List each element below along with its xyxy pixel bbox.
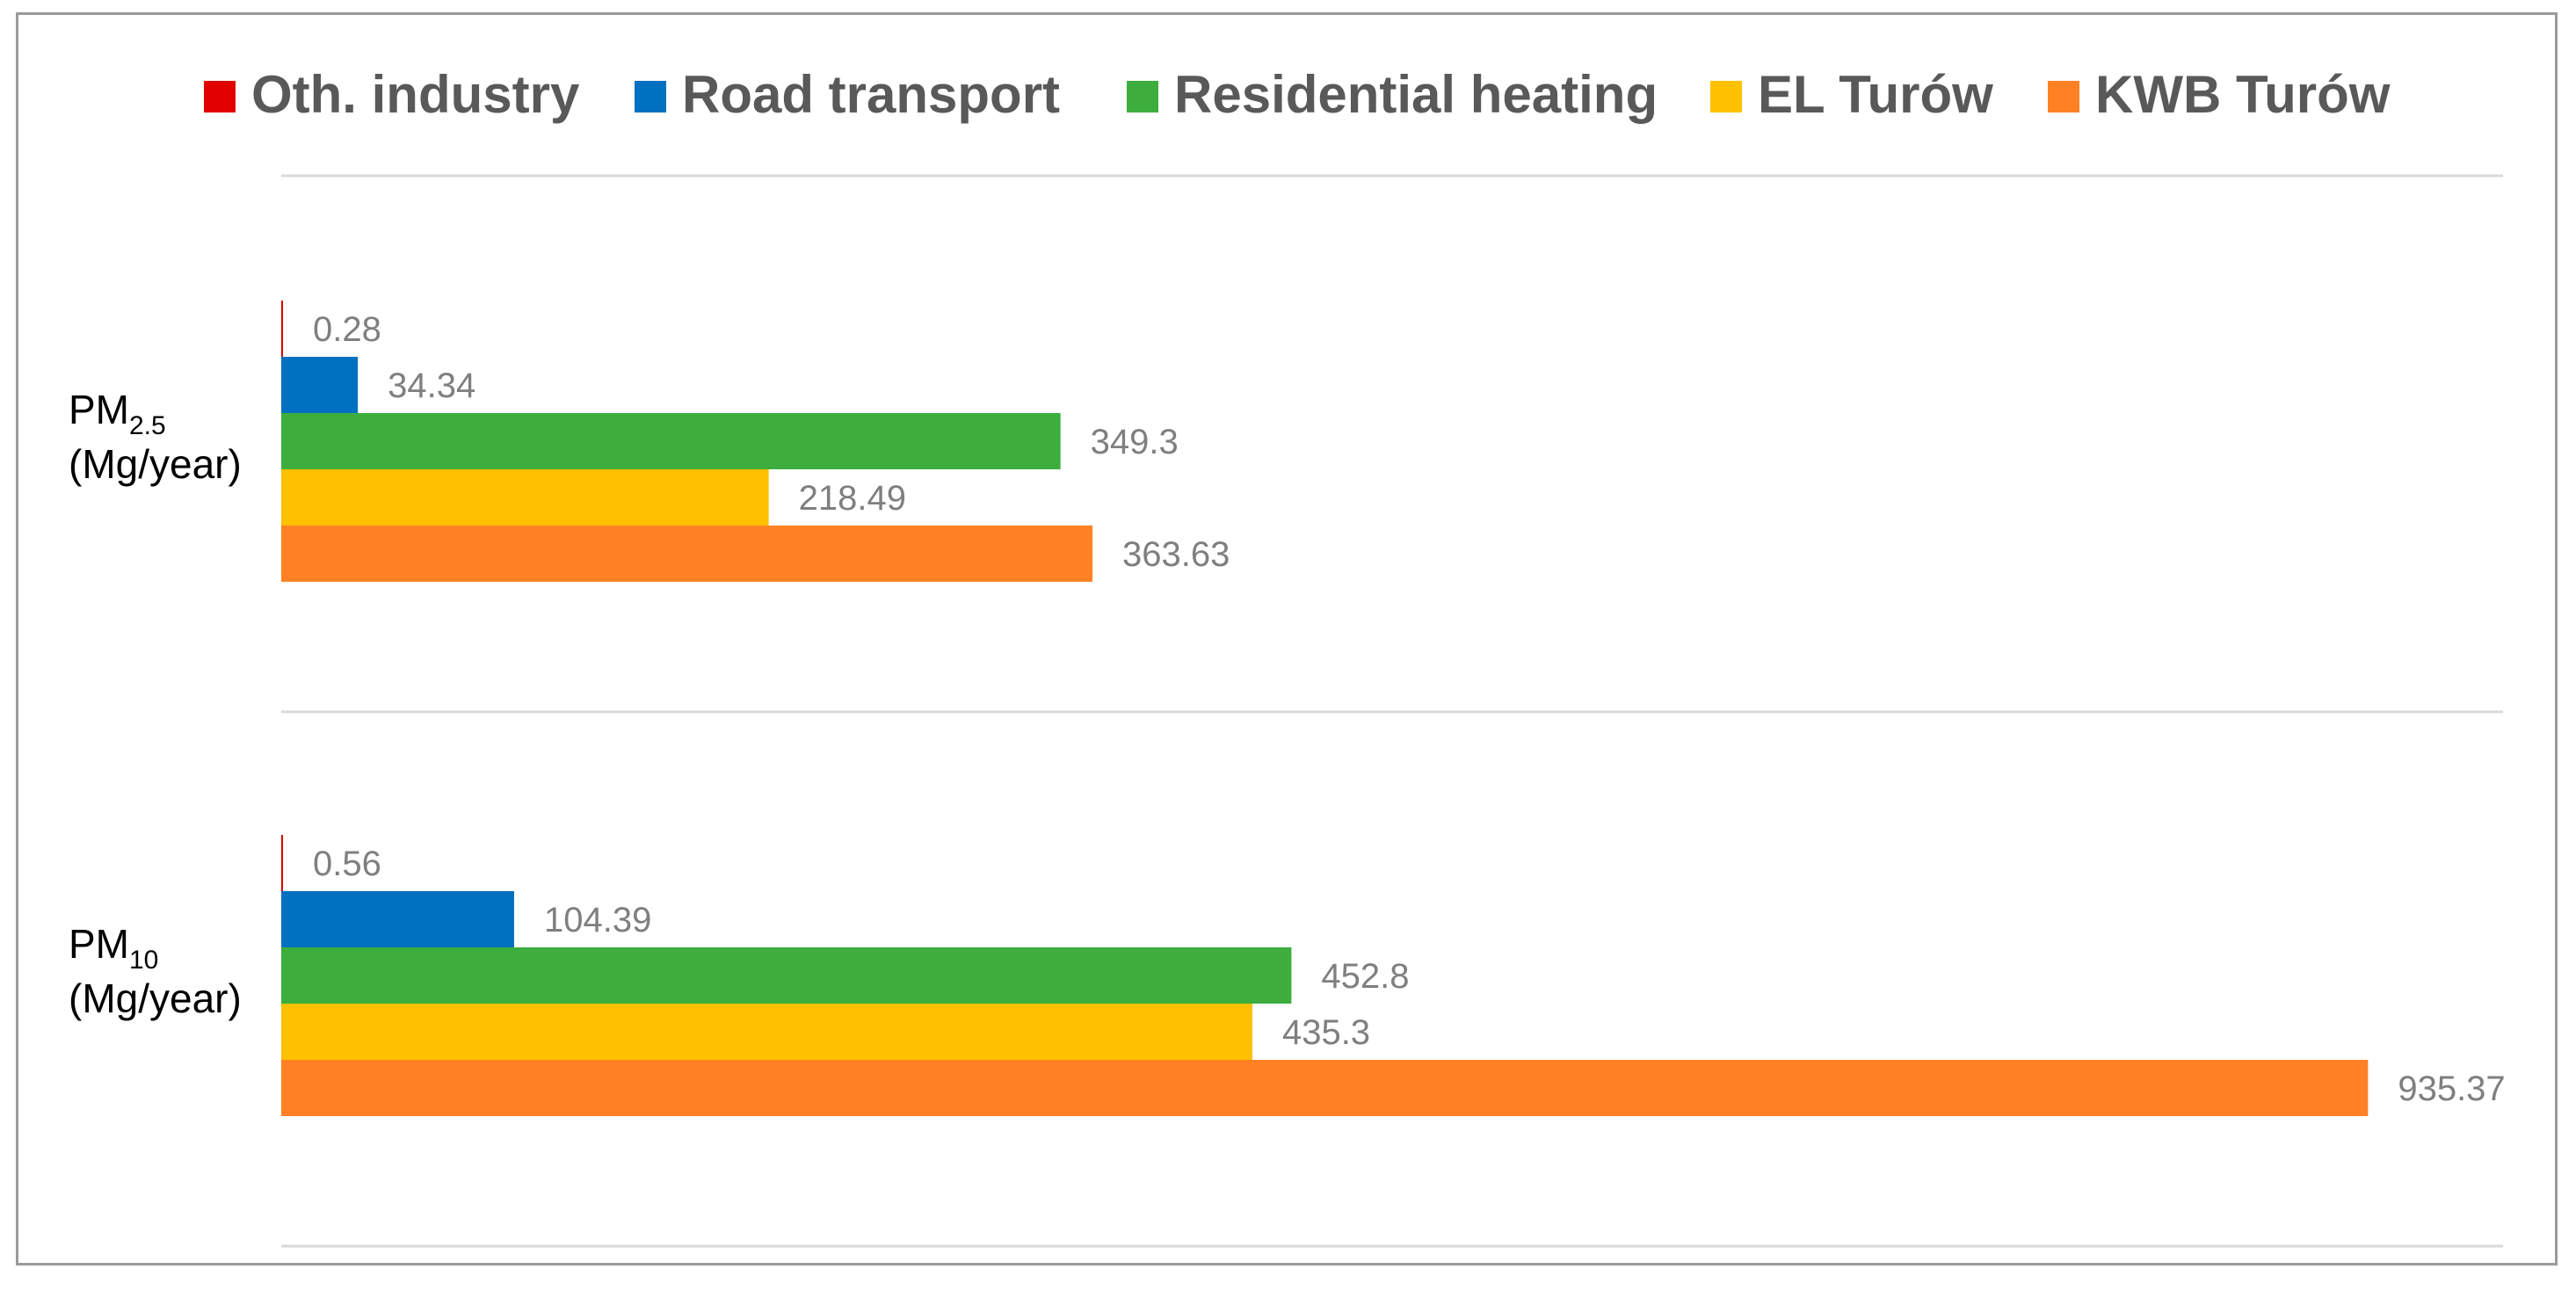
category-name: PM10 bbox=[69, 921, 158, 975]
bar-road-transport-0 bbox=[281, 357, 359, 413]
value-label-el-tur-w-1: 435.3 bbox=[1282, 1013, 1370, 1052]
bars bbox=[281, 301, 2369, 1116]
legend-item-kwb-tur-w: KWB Turów bbox=[2048, 65, 2391, 124]
legend-swatch bbox=[204, 81, 236, 112]
category-subscript: 10 bbox=[129, 946, 158, 975]
legend-item-road-transport: Road transport bbox=[635, 65, 1060, 124]
value-label-road-transport-0: 34.34 bbox=[388, 366, 475, 405]
legend: Oth. industry Road transport Residential h… bbox=[204, 65, 2391, 124]
value-label-residential-heating-0: 349.3 bbox=[1091, 423, 1179, 461]
legend-label: KWB Turów bbox=[2095, 65, 2391, 124]
legend-swatch bbox=[1127, 81, 1158, 112]
bar-oth-industry-0 bbox=[281, 301, 283, 357]
category-name: PM2.5 bbox=[69, 387, 166, 440]
category-main: PM bbox=[69, 921, 129, 967]
bar-oth-industry-1 bbox=[281, 835, 283, 891]
legend-swatch bbox=[1710, 81, 1742, 112]
legend-item-residential-heating: Residential heating bbox=[1127, 65, 1658, 124]
legend-label: EL Turów bbox=[1758, 65, 1993, 124]
legend-swatch bbox=[635, 81, 666, 112]
category-label-1: PM10(Mg/year) bbox=[69, 921, 242, 1021]
bar-kwb-tur-w-0 bbox=[281, 526, 1093, 582]
legend-label: Road transport bbox=[682, 65, 1060, 124]
value-label-oth-industry-0: 0.28 bbox=[313, 310, 381, 349]
legend-item-el-tur-w: EL Turów bbox=[1710, 65, 1993, 124]
value-label-kwb-tur-w-1: 935.37 bbox=[2398, 1070, 2505, 1108]
value-label-oth-industry-1: 0.56 bbox=[313, 845, 381, 883]
category-label-0: PM2.5(Mg/year) bbox=[69, 387, 242, 487]
value-label-kwb-tur-w-0: 363.63 bbox=[1122, 535, 1230, 574]
category-unit: (Mg/year) bbox=[69, 441, 242, 487]
category-labels: PM2.5(Mg/year)PM10(Mg/year) bbox=[69, 387, 242, 1021]
bar-residential-heating-1 bbox=[281, 947, 1292, 1004]
bar-el-tur-w-0 bbox=[281, 469, 769, 526]
legend-label: Residential heating bbox=[1174, 65, 1658, 124]
legend-item-oth-industry: Oth. industry bbox=[204, 65, 580, 124]
bar-kwb-tur-w-1 bbox=[281, 1060, 2369, 1116]
value-label-el-tur-w-0: 218.49 bbox=[799, 479, 906, 518]
legend-label: Oth. industry bbox=[251, 65, 580, 124]
legend-swatch bbox=[2048, 81, 2079, 112]
bar-el-tur-w-1 bbox=[281, 1004, 1252, 1060]
gridlines bbox=[281, 174, 2503, 1248]
value-label-road-transport-1: 104.39 bbox=[544, 901, 651, 939]
value-label-residential-heating-1: 452.8 bbox=[1321, 957, 1409, 996]
bar-road-transport-1 bbox=[281, 891, 514, 947]
bar-residential-heating-0 bbox=[281, 413, 1061, 469]
category-main: PM bbox=[69, 387, 129, 432]
category-unit: (Mg/year) bbox=[69, 976, 242, 1021]
category-subscript: 2.5 bbox=[129, 411, 166, 440]
